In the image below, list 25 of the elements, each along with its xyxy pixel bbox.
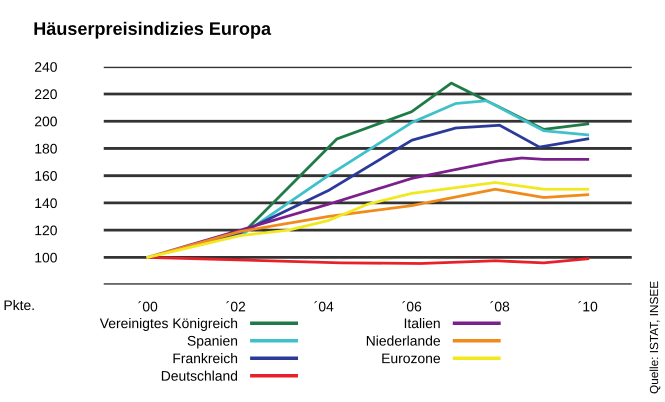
y-tick-label: 220: [34, 89, 57, 100]
chart-title: Häuserpreisindizies Europa: [34, 22, 272, 39]
source-note: Quelle: ISTAT, INSEE: [650, 281, 660, 394]
legend-label: Spanien: [188, 336, 238, 348]
x-tick-label: ´08: [490, 301, 510, 312]
x-tick-label: ´10: [578, 301, 598, 312]
legend-label: Deutschland: [162, 370, 238, 381]
y-tick-label: 140: [35, 198, 57, 208]
y-tick-label: 120: [35, 225, 57, 236]
x-tick-label: ´06: [402, 301, 422, 312]
y-tick-label: 160: [35, 171, 57, 181]
legend-label: Eurozone: [382, 354, 440, 364]
legend-label: Italien: [404, 318, 440, 328]
y-tick-label: 240: [34, 62, 57, 72]
line-series: [146, 256, 590, 265]
legend-label: Vereinigtes Königreich: [100, 318, 238, 331]
legend-label: Niederlande: [366, 336, 440, 346]
x-tick-label: ´02: [226, 301, 246, 312]
x-tick-label: ´04: [314, 301, 334, 312]
x-tick-label: ´00: [138, 301, 158, 312]
y-tick-label: 180: [35, 144, 57, 154]
y-axis-title: Pkte.: [4, 300, 34, 310]
y-tick-label: 200: [34, 116, 57, 126]
y-tick-label: 100: [35, 252, 57, 263]
legend-label: Frankreich: [173, 353, 238, 364]
